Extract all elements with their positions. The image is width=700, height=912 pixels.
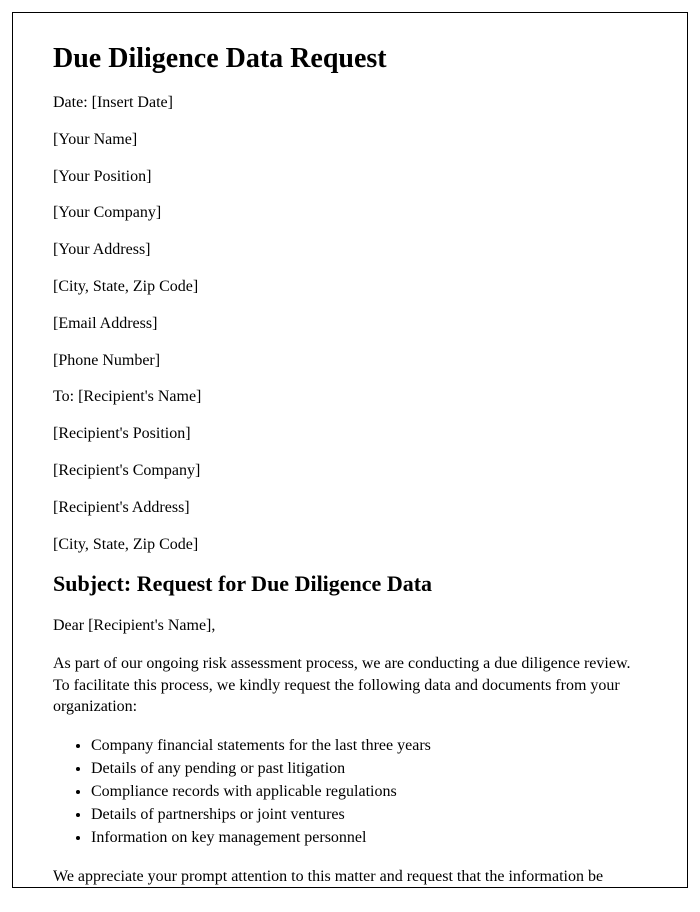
list-item: Company financial statements for the las… (91, 734, 647, 757)
document-title: Due Diligence Data Request (53, 43, 647, 75)
list-item: Information on key management personnel (91, 826, 647, 849)
your-company-field: [Your Company] (53, 203, 647, 224)
phone-field: [Phone Number] (53, 351, 647, 372)
request-list: Company financial statements for the las… (91, 734, 647, 850)
list-item: Details of partnerships or joint venture… (91, 803, 647, 826)
list-item: Compliance records with applicable regul… (91, 780, 647, 803)
recipient-company-field: [Recipient's Company] (53, 461, 647, 482)
your-name-field: [Your Name] (53, 130, 647, 151)
document-page: Due Diligence Data Request Date: [Insert… (12, 12, 688, 888)
subject-heading: Subject: Request for Due Diligence Data (53, 571, 647, 597)
your-city-state-zip-field: [City, State, Zip Code] (53, 277, 647, 298)
to-field: To: [Recipient's Name] (53, 387, 647, 408)
recipient-address-field: [Recipient's Address] (53, 498, 647, 519)
recipient-position-field: [Recipient's Position] (53, 424, 647, 445)
intro-paragraph: As part of our ongoing risk assessment p… (53, 653, 647, 718)
email-field: [Email Address] (53, 314, 647, 335)
deadline-paragraph: We appreciate your prompt attention to t… (53, 866, 647, 888)
your-address-field: [Your Address] (53, 240, 647, 261)
list-item: Details of any pending or past litigatio… (91, 757, 647, 780)
recipient-city-state-zip-field: [City, State, Zip Code] (53, 535, 647, 556)
date-field: Date: [Insert Date] (53, 93, 647, 114)
your-position-field: [Your Position] (53, 167, 647, 188)
salutation: Dear [Recipient's Name], (53, 615, 647, 637)
